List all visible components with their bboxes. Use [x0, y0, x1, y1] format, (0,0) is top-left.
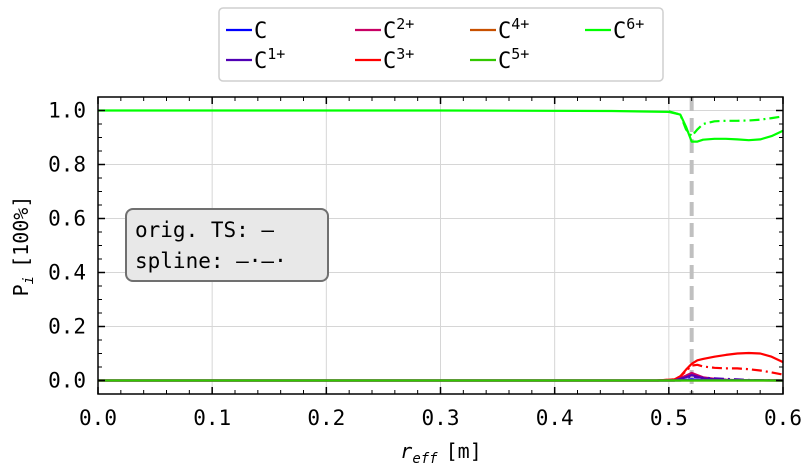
x-tick-label: 0.5	[650, 406, 688, 430]
x-tick-label: 0.0	[79, 406, 117, 430]
series-line-3	[657, 363, 784, 382]
y-tick-label: 0.0	[48, 369, 86, 393]
ticks	[97, 96, 784, 395]
legend: CC1+ C2+C3+ C4+C5+ C6+	[218, 7, 664, 82]
y-tick-label: 0.8	[48, 153, 86, 177]
annotation-line-orig: orig. TS: —	[135, 218, 274, 242]
series-line-0	[98, 109, 784, 143]
x-tick-label: 0.3	[422, 406, 460, 430]
x-axis-label: reff [m]	[400, 439, 481, 467]
x-tick-label: 0.4	[536, 406, 574, 430]
legend-label: C6+	[613, 15, 644, 44]
legend-label: C1+	[254, 45, 285, 74]
legend-label: C5+	[498, 45, 529, 74]
x-tick-label: 0.2	[307, 406, 345, 430]
legend-label: C	[254, 19, 267, 44]
y-tick-label: 0.4	[48, 261, 86, 285]
annotation-line-spline: spline: —·—·	[135, 249, 287, 273]
series-line-1	[668, 110, 784, 138]
y-tick-label: 1.0	[48, 99, 86, 123]
y-tick-label: 0.6	[48, 207, 86, 231]
x-tick-label: 0.6	[764, 406, 802, 430]
series-layer	[98, 109, 784, 382]
tick-labels: 0.0 0.1 0.2 0.3 0.4 0.5 0.6 0.0 0.2 0.4 0.6 0.8 1.0	[48, 99, 802, 431]
y-axis-label: Pi[100%]	[9, 196, 37, 297]
series-line-2	[98, 351, 784, 382]
y-tick-label: 0.2	[48, 315, 86, 339]
legend-label: C3+	[383, 45, 414, 74]
legend-label: C2+	[383, 15, 414, 44]
legend-label: C4+	[498, 15, 529, 44]
annotation-box: orig. TS: — spline: —·—·	[125, 208, 329, 282]
x-tick-label: 0.1	[193, 406, 231, 430]
